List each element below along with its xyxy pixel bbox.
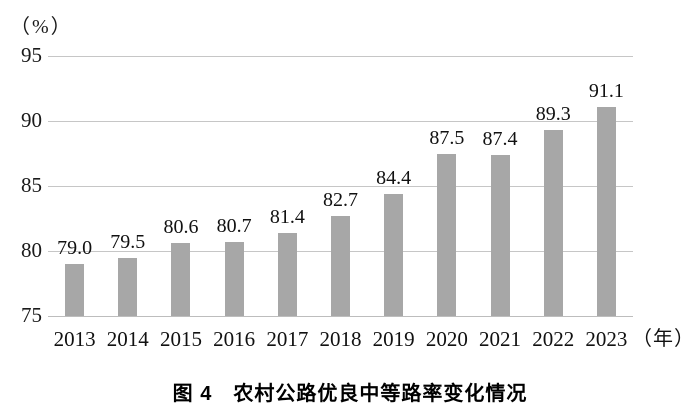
x-tick-label-2015: 2015 — [159, 327, 202, 351]
bar-value-label-2022: 89.3 — [535, 103, 571, 126]
y-tick-label-80: 80 — [21, 238, 42, 262]
y-tick-label-75: 75 — [21, 303, 42, 327]
gridline-85 — [48, 186, 633, 187]
x-tick-label-2017: 2017 — [266, 327, 309, 351]
bar-2018 — [331, 215, 350, 316]
gridline-95 — [48, 56, 633, 57]
bar-value-label-2015: 80.6 — [163, 216, 199, 239]
bar-value-label-2014: 79.5 — [110, 230, 146, 253]
y-tick-label-85: 85 — [21, 173, 42, 197]
bar-value-label-2017: 81.4 — [269, 205, 305, 228]
x-axis-unit-label: （年） — [632, 328, 695, 350]
bar-2015 — [171, 243, 191, 316]
gridline-75 — [48, 316, 633, 317]
bar-2017 — [277, 232, 297, 316]
x-tick-label-2018: 2018 — [319, 327, 362, 351]
bar-value-label-2019: 84.4 — [376, 166, 412, 189]
x-tick-label-2014: 2014 — [106, 327, 149, 351]
x-tick-label-2019: 2019 — [372, 327, 415, 351]
figure-caption: 图 4 农村公路优良中等路率变化情况 — [172, 383, 528, 405]
bar-2013 — [65, 264, 85, 316]
x-tick-label-2021: 2021 — [479, 327, 522, 351]
bar-2021 — [490, 154, 510, 316]
bar-2022 — [543, 130, 563, 316]
bar-2023 — [596, 106, 616, 316]
bar-value-label-2023: 91.1 — [588, 79, 624, 102]
bar-value-label-2013: 79.0 — [57, 237, 93, 259]
bar-2014 — [118, 257, 138, 316]
x-tick-label-2020: 2020 — [425, 327, 468, 351]
gridline-90 — [48, 121, 633, 122]
x-tick-label-2022: 2022 — [532, 327, 575, 351]
bar-2019 — [384, 193, 404, 316]
y-axis-unit-label: （%） — [10, 16, 73, 38]
bar-2020 — [437, 153, 457, 316]
x-tick-label-2016: 2016 — [213, 327, 256, 351]
bar-value-label-2020: 87.5 — [429, 126, 465, 149]
y-tick-label-95: 95 — [21, 43, 42, 67]
bar-value-label-2018: 82.7 — [323, 188, 358, 211]
bar-value-label-2021: 87.4 — [482, 127, 518, 150]
bar-2016 — [224, 241, 244, 316]
y-tick-label-90: 90 — [21, 108, 42, 132]
x-tick-label-2013: 2013 — [53, 327, 96, 351]
bar-value-label-2016: 80.7 — [216, 214, 252, 237]
x-tick-label-2023: 2023 — [585, 327, 628, 351]
